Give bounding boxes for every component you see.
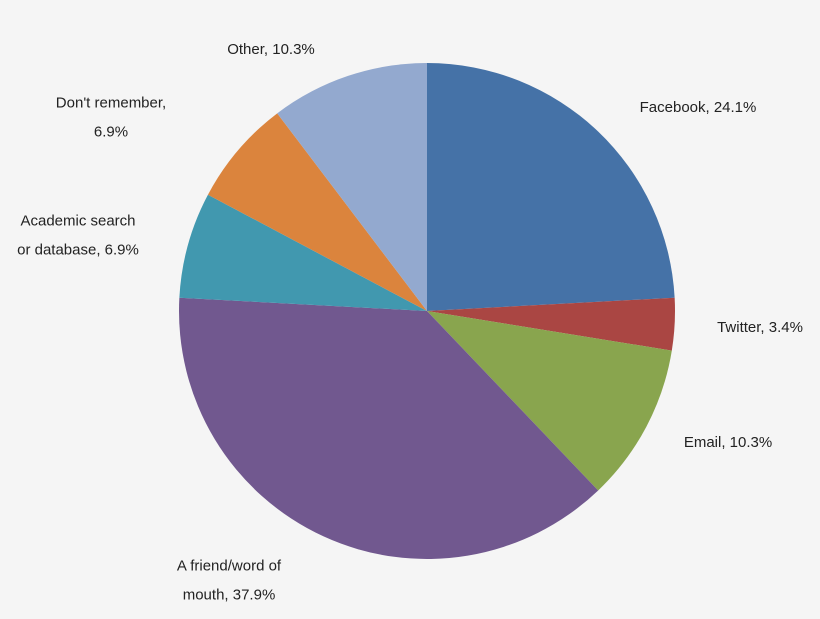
slice-label: Twitter, 3.4%: [717, 319, 803, 336]
label-line: or database, 6.9%: [17, 241, 139, 258]
pie-slice: [207, 113, 427, 312]
label-line: Academic search: [20, 212, 135, 229]
pie-slice: [427, 311, 672, 491]
pie-slice: [179, 194, 427, 311]
label-line: Email, 10.3%: [684, 434, 772, 451]
slice-label: A friend/word of mouth, 37.9%: [177, 557, 282, 603]
pie-slice: [277, 63, 427, 311]
pie-slice: [179, 297, 599, 559]
slice-label: Don't remember, 6.9%: [56, 94, 166, 140]
label-line: mouth, 37.9%: [183, 586, 276, 603]
label-line: Facebook, 24.1%: [640, 99, 757, 116]
slice-label: Facebook, 24.1%: [640, 99, 757, 116]
label-line: A friend/word of: [177, 557, 282, 574]
slice-label: Other, 10.3%: [227, 41, 315, 58]
label-line: Other, 10.3%: [227, 41, 315, 58]
label-line: Twitter, 3.4%: [717, 319, 803, 336]
label-line: Don't remember,: [56, 94, 166, 111]
slice-label: Email, 10.3%: [684, 434, 772, 451]
slice-label: Academic search or database, 6.9%: [17, 212, 139, 258]
pie-slice: [427, 297, 675, 351]
pie-slice: [427, 63, 675, 311]
label-line: 6.9%: [94, 123, 128, 140]
